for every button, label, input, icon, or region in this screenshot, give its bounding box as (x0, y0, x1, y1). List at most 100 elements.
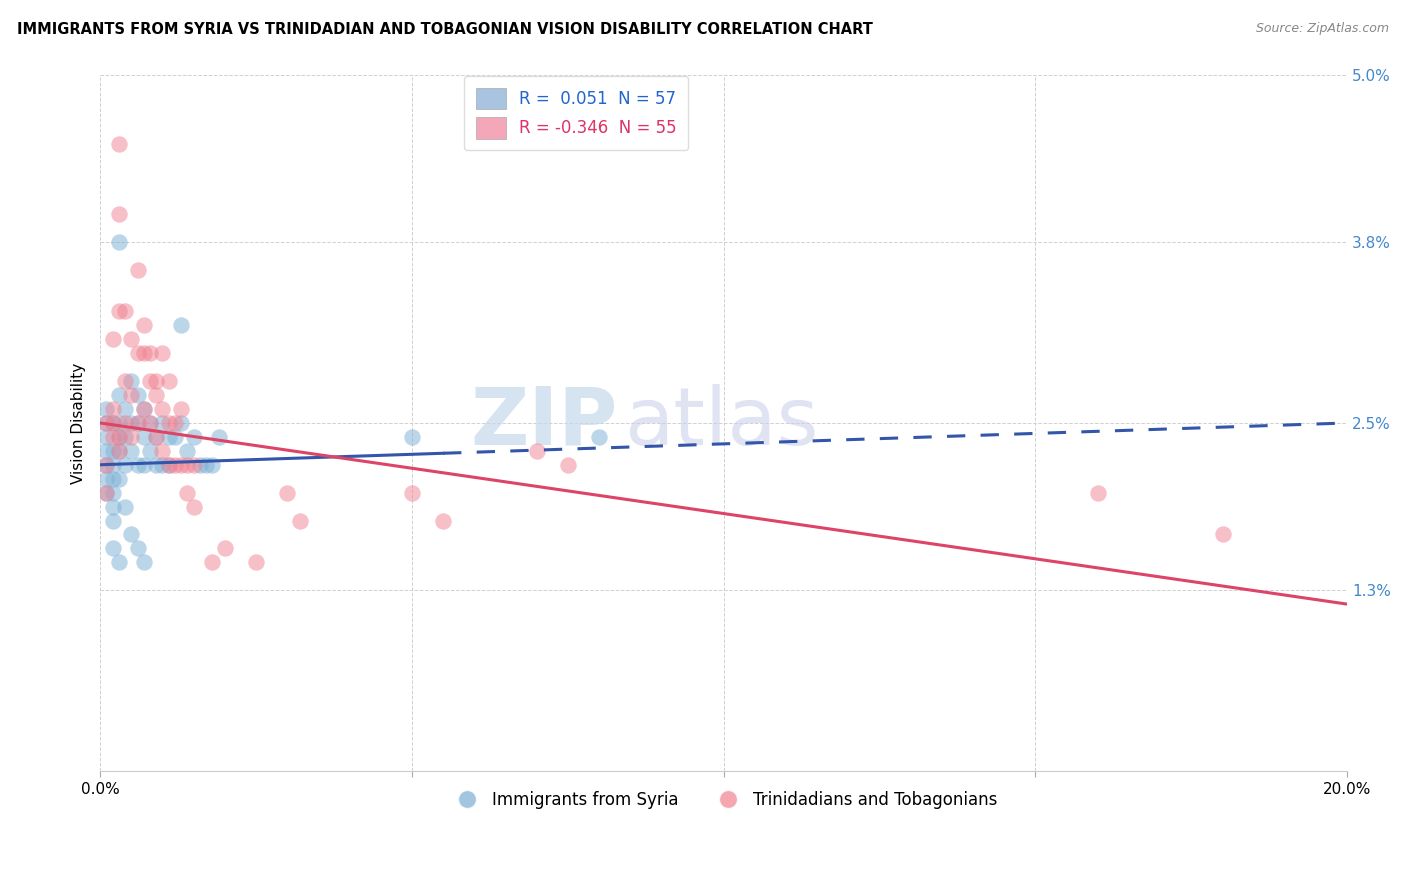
Text: atlas: atlas (624, 384, 818, 462)
Point (101, 514, 124, 528)
Point (114, 416, 136, 430)
Point (101, 541, 124, 556)
Point (401, 430, 423, 444)
Point (108, 443, 131, 458)
Point (127, 458, 149, 472)
Point (108, 137, 131, 152)
Point (114, 458, 136, 472)
Point (195, 458, 218, 472)
Point (163, 430, 186, 444)
Point (101, 402, 124, 417)
Point (201, 555, 224, 569)
Point (132, 555, 155, 569)
Point (120, 416, 142, 430)
Point (157, 416, 180, 430)
Point (214, 541, 236, 556)
Point (114, 304, 136, 318)
Point (127, 416, 149, 430)
Point (127, 541, 149, 556)
Point (120, 527, 142, 541)
Point (588, 430, 610, 444)
Point (145, 458, 167, 472)
Point (288, 514, 311, 528)
Point (108, 430, 131, 444)
Point (526, 443, 548, 458)
Point (176, 485, 198, 500)
Point (96, 402, 118, 417)
Point (170, 416, 193, 430)
Point (96, 458, 118, 472)
Point (96, 458, 118, 472)
Point (170, 318, 193, 333)
Point (245, 555, 267, 569)
Point (145, 374, 167, 388)
Point (188, 458, 211, 472)
Point (108, 443, 131, 458)
Point (132, 430, 155, 444)
Point (152, 402, 174, 417)
Point (114, 430, 136, 444)
Point (120, 332, 142, 346)
Point (132, 402, 155, 417)
Point (101, 500, 124, 514)
Point (145, 388, 167, 402)
Point (157, 458, 180, 472)
Point (432, 514, 454, 528)
Point (152, 346, 174, 360)
Point (101, 443, 124, 458)
Point (114, 374, 136, 388)
Point (163, 416, 186, 430)
Point (96, 485, 118, 500)
Point (108, 430, 131, 444)
Point (101, 485, 124, 500)
Point (120, 443, 142, 458)
Point (276, 485, 298, 500)
Point (145, 430, 167, 444)
Point (157, 374, 180, 388)
Point (176, 443, 198, 458)
Point (108, 472, 131, 486)
Point (132, 318, 155, 333)
Point (96, 485, 118, 500)
Point (108, 235, 131, 249)
Legend: Immigrants from Syria, Trinidadians and Tobagonians: Immigrants from Syria, Trinidadians and … (443, 784, 1004, 815)
Point (152, 458, 174, 472)
Point (1212, 527, 1234, 541)
Point (114, 402, 136, 417)
Point (132, 458, 155, 472)
Point (139, 374, 162, 388)
Point (163, 458, 186, 472)
Point (132, 346, 155, 360)
Point (127, 346, 149, 360)
Point (120, 388, 142, 402)
Point (139, 416, 162, 430)
Point (101, 472, 124, 486)
Text: IMMIGRANTS FROM SYRIA VS TRINIDADIAN AND TOBAGONIAN VISION DISABILITY CORRELATIO: IMMIGRANTS FROM SYRIA VS TRINIDADIAN AND… (17, 22, 873, 37)
Text: ZIP: ZIP (471, 384, 617, 462)
Point (132, 402, 155, 417)
Point (101, 458, 124, 472)
Point (183, 500, 205, 514)
Point (108, 388, 131, 402)
Point (176, 458, 198, 472)
Point (201, 458, 224, 472)
Point (152, 443, 174, 458)
Point (120, 430, 142, 444)
Point (557, 458, 579, 472)
Point (108, 304, 131, 318)
Point (139, 346, 162, 360)
Point (101, 332, 124, 346)
Point (96, 416, 118, 430)
Y-axis label: Vision Disability: Vision Disability (72, 362, 86, 483)
Point (170, 458, 193, 472)
Point (101, 416, 124, 430)
Point (127, 262, 149, 277)
Point (139, 416, 162, 430)
Point (157, 430, 180, 444)
Point (96, 430, 118, 444)
Point (1087, 485, 1109, 500)
Point (127, 388, 149, 402)
Point (401, 485, 423, 500)
Point (101, 430, 124, 444)
Point (157, 458, 180, 472)
